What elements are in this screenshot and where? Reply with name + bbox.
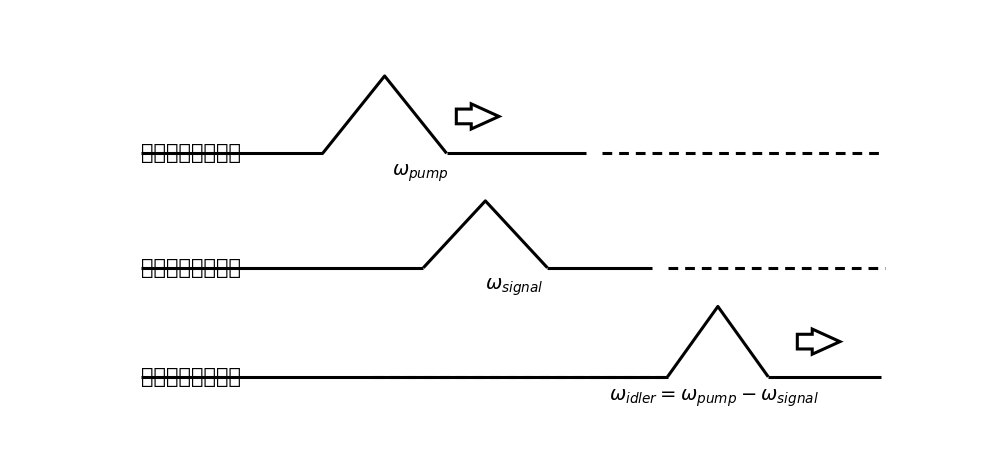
Text: 差频产生红外输出: 差频产生红外输出 [140,367,240,387]
Polygon shape [456,104,499,129]
Text: $\omega_{pump}$: $\omega_{pump}$ [392,162,449,184]
Text: $\omega_{idler}=\omega_{pump}-\omega_{signal}$: $\omega_{idler}=\omega_{pump}-\omega_{si… [609,388,819,409]
Text: $\omega_{signal}$: $\omega_{signal}$ [485,276,544,298]
Text: 第一滤波分光模块: 第一滤波分光模块 [140,143,240,163]
Text: 第二滤波分光模块: 第二滤波分光模块 [140,258,240,278]
Polygon shape [797,329,840,354]
